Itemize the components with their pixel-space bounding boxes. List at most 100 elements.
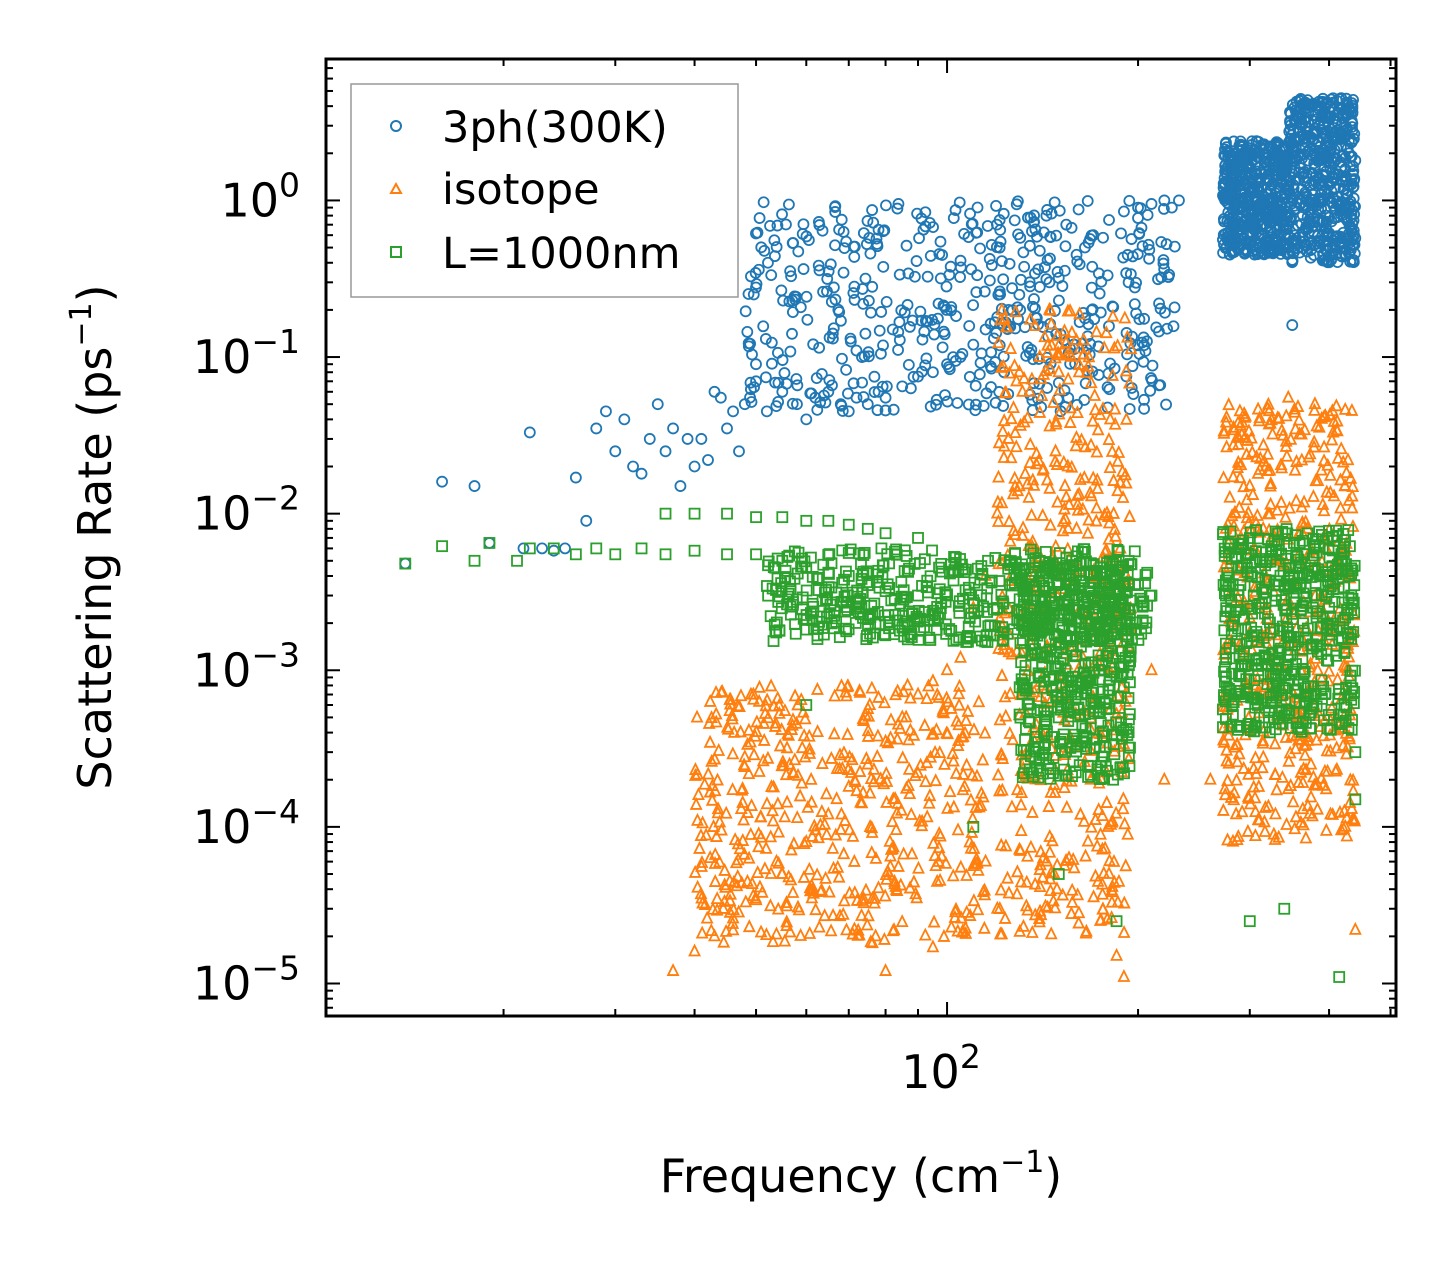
triangle-marker: [1217, 470, 1231, 484]
circle-marker: [985, 259, 998, 272]
triangle-marker: [1090, 500, 1104, 514]
square-marker: [1088, 742, 1101, 755]
triangle-marker: [1319, 822, 1333, 836]
circle-marker: [1223, 248, 1236, 261]
triangle-marker: [803, 880, 817, 894]
square-marker: [468, 554, 481, 567]
triangle-marker: [976, 789, 990, 803]
triangle-marker: [728, 832, 742, 846]
triangle-marker: [737, 846, 751, 860]
circle-marker: [1058, 264, 1071, 277]
circle-marker: [559, 542, 571, 555]
triangle-marker: [1256, 749, 1270, 763]
circle-marker: [741, 325, 754, 338]
triangle-marker: [719, 805, 733, 819]
triangle-marker: [1281, 781, 1295, 795]
circle-marker: [1056, 280, 1069, 292]
triangle-marker: [793, 788, 807, 802]
triangle-marker: [1319, 781, 1333, 795]
triangle-marker: [770, 926, 783, 940]
triangle-marker: [992, 469, 1005, 483]
square-marker: [1305, 571, 1318, 583]
circle-marker: [902, 358, 915, 371]
circle-marker: [1023, 347, 1036, 359]
circle-marker: [963, 320, 976, 332]
triangle-marker: [1102, 432, 1116, 445]
circle-marker: [1225, 180, 1238, 193]
triangle-marker: [998, 910, 1012, 924]
square-marker: [1324, 610, 1337, 623]
circle-marker: [827, 281, 840, 294]
triangle-marker: [1119, 858, 1133, 872]
circle-marker: [517, 542, 530, 555]
square-marker: [800, 699, 813, 711]
triangle-marker: [1263, 462, 1277, 476]
square-marker: [1123, 676, 1136, 689]
square-marker: [1111, 582, 1124, 595]
triangle-marker: [746, 888, 760, 902]
square-marker: [806, 597, 819, 610]
circle-marker: [1265, 151, 1278, 164]
square-marker: [1278, 902, 1291, 915]
circle-marker: [873, 324, 886, 337]
circle-marker: [1143, 252, 1155, 265]
circle-marker: [840, 363, 852, 376]
triangle-marker: [818, 908, 832, 922]
triangle-marker: [1049, 538, 1063, 552]
square-marker: [1106, 652, 1119, 665]
triangle-marker: [742, 766, 756, 780]
circle-marker: [842, 405, 855, 418]
circle-marker: [1308, 177, 1320, 190]
triangle-marker: [1052, 406, 1066, 420]
circle-marker: [891, 202, 904, 215]
triangle-marker: [726, 746, 740, 760]
square-marker: [1079, 657, 1092, 670]
square-marker: [1348, 559, 1361, 572]
triangle-marker: [865, 845, 879, 858]
square-marker: [1123, 577, 1135, 590]
triangle-marker: [946, 868, 960, 882]
circle-marker: [1050, 229, 1063, 242]
circle-marker: [958, 227, 970, 240]
square-marker: [659, 548, 672, 561]
triangle-marker: [1304, 789, 1318, 803]
triangle-marker: [1033, 914, 1046, 928]
triangle-marker: [938, 756, 951, 770]
circle-marker: [759, 371, 772, 384]
circle-marker: [821, 273, 834, 285]
triangle-marker: [700, 910, 714, 924]
triangle-marker: [1108, 521, 1122, 535]
square-marker: [864, 609, 876, 622]
triangle-marker: [1347, 623, 1361, 637]
triangle-marker: [1306, 488, 1320, 502]
square-marker: [1269, 525, 1282, 538]
circle-marker: [904, 382, 917, 395]
triangle-marker: [1025, 924, 1039, 938]
square-marker: [1044, 559, 1057, 572]
triangle-marker: [1056, 887, 1070, 901]
circle-marker: [1118, 205, 1130, 218]
circle-marker: [836, 405, 849, 417]
square-marker: [1032, 671, 1045, 684]
square-marker: [930, 623, 943, 636]
circle-marker: [880, 380, 893, 393]
circle-marker: [1312, 135, 1324, 147]
square-marker: [569, 548, 582, 561]
circle-marker: [1288, 162, 1301, 175]
square-marker: [1077, 575, 1090, 588]
square-marker: [1259, 574, 1272, 587]
circle-marker: [1233, 180, 1246, 193]
square-marker: [1219, 647, 1232, 659]
triangle-marker: [1279, 730, 1293, 743]
triangle-marker: [994, 312, 1007, 326]
triangle-marker: [967, 722, 981, 736]
triangle-marker: [995, 495, 1009, 509]
circle-marker: [1073, 258, 1086, 271]
circle-marker: [835, 399, 848, 412]
square-marker: [1015, 606, 1028, 619]
triangle-marker: [824, 923, 838, 937]
square-marker: [1342, 722, 1355, 734]
triangle-marker: [723, 904, 737, 918]
triangle-marker: [802, 861, 816, 875]
triangle-marker: [708, 751, 722, 765]
